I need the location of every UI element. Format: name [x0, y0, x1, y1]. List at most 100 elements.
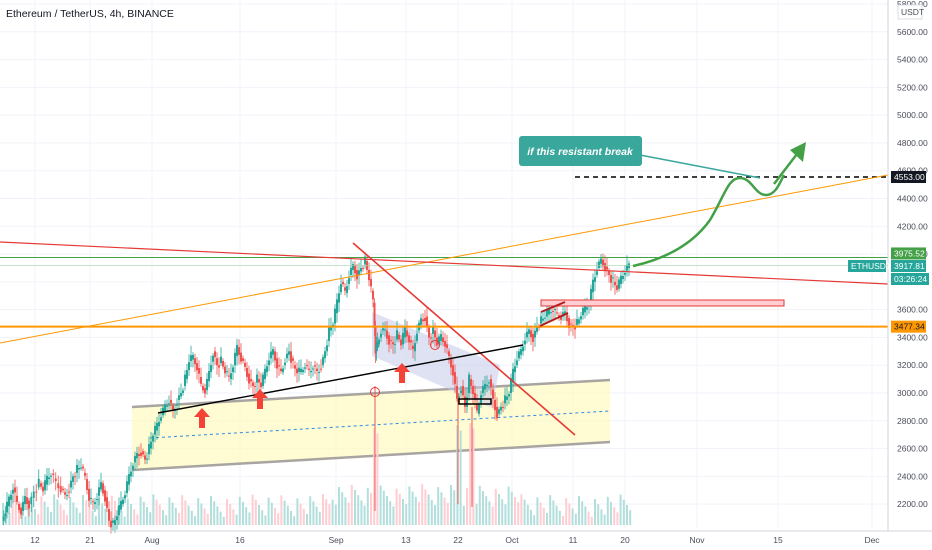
volume-bar [309, 496, 312, 525]
volume-bar [194, 516, 196, 525]
volume-bar [421, 484, 424, 525]
volume-bar [568, 503, 571, 525]
candle-body [88, 488, 90, 501]
volume-bar [245, 507, 248, 525]
volume-bar [168, 497, 171, 525]
red-descending-line [352, 242, 576, 436]
resistance-zone [540, 299, 785, 307]
candle-body [420, 318, 422, 325]
candle-body [48, 477, 50, 480]
volume-bar [280, 495, 283, 525]
volume-bar [254, 499, 257, 525]
candle-body [234, 352, 236, 366]
volume-bar [376, 433, 379, 525]
candle-body [534, 330, 536, 338]
candle-body [248, 373, 250, 384]
candle-body [136, 452, 138, 459]
volume-bar [178, 513, 180, 525]
volume-bar [437, 487, 440, 525]
candle-body [398, 334, 400, 340]
volume-bar [597, 504, 600, 525]
candle-body [218, 365, 220, 368]
candle-body [406, 330, 408, 337]
candle-body [370, 279, 372, 287]
x-tick-label: Nov [689, 535, 705, 545]
volume-bar [552, 500, 555, 525]
volume-bar [606, 496, 609, 525]
candle-body [614, 281, 616, 286]
candle-body [568, 317, 570, 328]
volume-bar [149, 512, 152, 525]
candle-body [166, 405, 168, 407]
candle-body [466, 397, 468, 407]
y-tick-label: 5000.00 [897, 110, 928, 120]
candle-body [4, 513, 7, 517]
candle-body [488, 382, 490, 384]
candle-body [164, 404, 166, 412]
candle-body [472, 386, 474, 395]
candle-body [536, 326, 538, 332]
volume-bar [293, 516, 296, 525]
candle-body [502, 406, 504, 408]
candle-body [390, 340, 392, 342]
chart-title: Ethereum / TetherUS, 4h, BINANCE [6, 8, 174, 20]
candle-body [552, 311, 554, 313]
candle-body [24, 496, 26, 505]
candle-body [238, 347, 240, 355]
red-up-arrow-icon [394, 363, 410, 383]
candle-body [144, 455, 146, 460]
candle-body [230, 373, 232, 380]
candle-body [368, 270, 370, 281]
candle-body [294, 365, 296, 369]
volume-bar [123, 516, 126, 525]
candle-body [556, 312, 558, 314]
volume-bar [98, 498, 100, 525]
volume-bar [312, 501, 315, 525]
volume-bar [520, 494, 523, 525]
candle-body [54, 478, 57, 482]
candle-body [46, 475, 48, 485]
candle-body [18, 504, 20, 510]
symbol-badge: ETHUSDT [851, 261, 891, 271]
candle-body [228, 375, 230, 377]
candle-body [612, 277, 614, 279]
candle-body [52, 473, 55, 476]
candle-body [350, 267, 352, 275]
candle-body [378, 339, 380, 345]
candle-body [512, 368, 514, 383]
candle-body [140, 452, 142, 456]
candle-body [30, 496, 33, 505]
volume-bar [2, 503, 4, 525]
volume-bar [30, 503, 33, 525]
volume-bar [562, 516, 564, 525]
volume-bar [248, 512, 251, 525]
candle-body [78, 467, 80, 470]
candle-body [578, 319, 580, 324]
volume-bar [267, 497, 270, 525]
candle-body [458, 396, 460, 400]
volume-bar [155, 499, 158, 525]
volume-bar [334, 504, 337, 525]
candle-body [186, 370, 188, 380]
candle-body [516, 360, 518, 366]
candle-body [566, 312, 568, 322]
y-tick-label: 3200.00 [897, 360, 928, 370]
candle-body [90, 497, 92, 499]
volume-bar [434, 505, 436, 525]
volume-bar [158, 504, 161, 525]
volume-bar [229, 504, 232, 525]
candle-body [580, 316, 582, 320]
candle-body [44, 480, 46, 491]
candle-body [542, 318, 544, 321]
volume-bar [251, 494, 254, 525]
y-tick-label: 4400.00 [897, 193, 928, 203]
volume-bar [21, 511, 24, 525]
candle-body [444, 340, 446, 347]
volume-bar [350, 484, 353, 525]
candle-body [374, 326, 377, 354]
candle-body [158, 421, 160, 427]
candle-body [150, 441, 152, 449]
volume-bar [331, 499, 334, 525]
volume-bar [101, 503, 104, 525]
candle-body [508, 394, 510, 397]
